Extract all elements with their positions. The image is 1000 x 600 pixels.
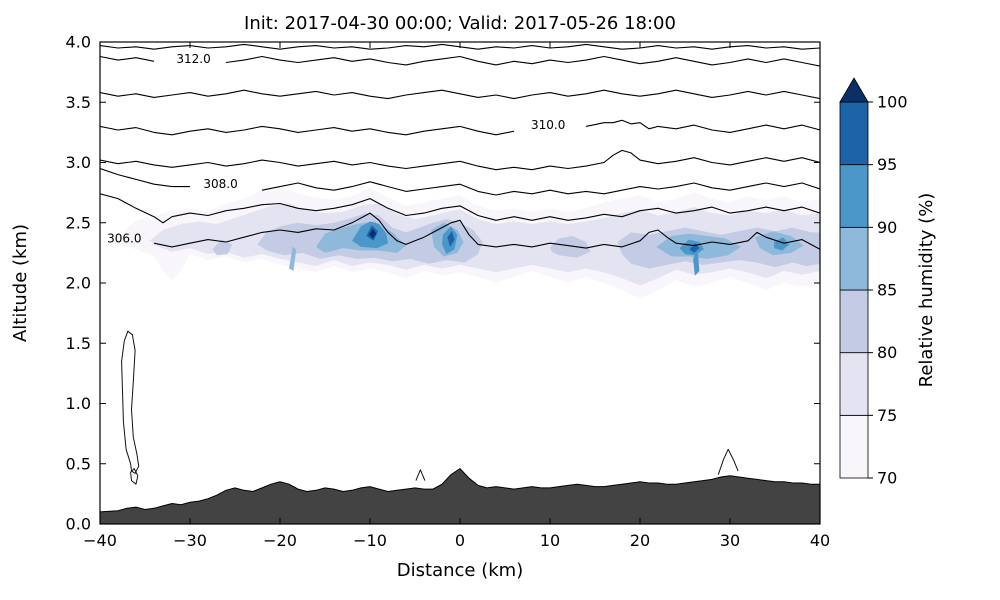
outline-contour xyxy=(130,468,139,485)
x-axis-label: Distance (km) xyxy=(397,560,523,581)
theta-contour-311 xyxy=(100,89,820,100)
y-tick-label: 0.5 xyxy=(66,454,91,473)
outline-contour xyxy=(121,330,140,474)
theta-contour-308 xyxy=(100,167,190,188)
terrain-layer xyxy=(100,467,820,524)
colorbar-cell xyxy=(839,164,869,228)
outline-contour xyxy=(415,469,426,481)
y-tick-label: 3.5 xyxy=(66,93,91,112)
x-tick-label: 10 xyxy=(540,531,560,550)
y-tick-label: 1.5 xyxy=(66,334,91,353)
axes-layer: −40 −30 −20 −10 0 10 20 30 40 0.0 0.5 1.0 1.5 2.0 2.5 3… xyxy=(66,33,831,551)
y-tick-label: 2.5 xyxy=(66,213,91,232)
x-tick-label: 40 xyxy=(810,531,830,550)
theta-contour-label: 312.0 xyxy=(176,52,210,66)
colorbar-tick-label: 75 xyxy=(877,406,897,425)
y-tick-label: 4.0 xyxy=(66,33,91,52)
axes-frame xyxy=(99,41,821,525)
colorbar-tick-label: 100 xyxy=(877,93,908,112)
colorbar-tick-label: 95 xyxy=(877,155,897,174)
theta-contour-label: 308.0 xyxy=(203,177,237,191)
theta-contour-312 xyxy=(100,55,155,62)
rh-fill-level-90 xyxy=(774,237,790,251)
theta-contour-308 xyxy=(261,181,820,196)
x-tick-label: 0 xyxy=(455,531,465,550)
rh-fill-level-90 xyxy=(693,249,700,276)
colorbar-tick-label: 80 xyxy=(877,343,897,362)
rh-fill-level-95 xyxy=(447,231,455,247)
colorbar-cell xyxy=(839,101,869,166)
colorbar-tick-label: 85 xyxy=(877,281,897,300)
theta-contour-layer: 306.0 308.0 310.0 312.0 xyxy=(100,43,820,250)
y-axis-label: Altitude (km) xyxy=(10,224,31,342)
theta-contour-label: 310.0 xyxy=(531,118,565,132)
theta-contour-312 xyxy=(225,55,820,67)
colorbar-cell xyxy=(839,414,869,479)
x-tick-label: 20 xyxy=(630,531,650,550)
y-tick-label: 0.0 xyxy=(66,515,91,534)
outline-contour-layer xyxy=(121,330,739,485)
colorbar-cell xyxy=(839,352,869,416)
theta-contour-310 xyxy=(100,125,515,136)
x-tick-label: −30 xyxy=(173,531,207,550)
theta-contour-307 xyxy=(100,193,820,224)
y-tick-label: 2.0 xyxy=(66,274,91,293)
colorbar-label: Relative humidity (%) xyxy=(916,193,937,388)
theta-contour-309 xyxy=(100,149,820,171)
x-tick-label: −40 xyxy=(83,531,117,550)
colorbar-tick-label: 90 xyxy=(877,218,897,237)
y-tick-label: 3.0 xyxy=(66,153,91,172)
y-tick-label: 1.0 xyxy=(66,394,91,413)
theta-contour-label: 306.0 xyxy=(107,231,141,245)
x-tick-label: 30 xyxy=(720,531,740,550)
colorbar-tick-label: 70 xyxy=(877,469,897,488)
terrain xyxy=(100,467,820,524)
rh-fill-level-80 xyxy=(550,236,591,258)
rh-fill-level-100 xyxy=(369,228,377,239)
colorbar-cell xyxy=(839,289,869,354)
rh-fill-level-80 xyxy=(212,239,233,256)
x-tick-label: −10 xyxy=(353,531,387,550)
theta-contour-306 xyxy=(153,212,820,250)
colorbar-extend-triangle xyxy=(839,77,869,103)
colorbar: 70 75 80 85 90 95 100 xyxy=(839,77,908,488)
colorbar-cell xyxy=(839,226,869,291)
rh-fill-level-95 xyxy=(689,243,700,253)
chart-title: Init: 2017-04-30 00:00; Valid: 2017-05-2… xyxy=(244,13,676,34)
x-tick-label: −20 xyxy=(263,531,297,550)
outline-contour xyxy=(717,448,739,475)
theta-contour-310 xyxy=(585,119,820,133)
rh-fill-level-85 xyxy=(289,246,297,271)
